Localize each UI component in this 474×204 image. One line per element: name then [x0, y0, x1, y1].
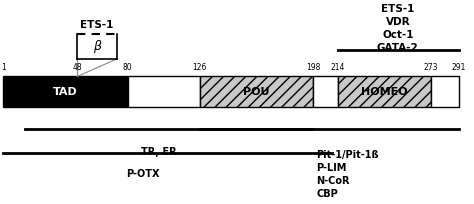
Text: 273: 273 [424, 63, 438, 72]
Bar [200, 76, 313, 108]
Bar [431, 76, 459, 108]
Text: 126: 126 [192, 63, 207, 72]
Text: TAD: TAD [53, 87, 78, 97]
Text: 48: 48 [73, 63, 82, 72]
Bar [338, 76, 431, 108]
Bar [3, 76, 128, 108]
Text: 80: 80 [123, 63, 132, 72]
Text: HOMEO: HOMEO [361, 87, 408, 97]
Text: 198: 198 [306, 63, 320, 72]
Bar [128, 76, 200, 108]
Text: 1: 1 [1, 63, 6, 72]
Text: Pit-1/Pit-1ß
P-LIM
N-CoR
CBP: Pit-1/Pit-1ß P-LIM N-CoR CBP [316, 150, 379, 199]
Text: β: β [93, 40, 101, 53]
Text: 214: 214 [331, 63, 346, 72]
Text: ETS-1
VDR
Oct-1
GATA-2: ETS-1 VDR Oct-1 GATA-2 [377, 4, 419, 53]
Text: P-OTX: P-OTX [127, 170, 160, 180]
Text: 291: 291 [452, 63, 466, 72]
Bar [313, 76, 338, 108]
Text: ETS-1: ETS-1 [80, 20, 114, 30]
Text: TR, ER: TR, ER [141, 147, 177, 157]
Text: POU: POU [243, 87, 270, 97]
